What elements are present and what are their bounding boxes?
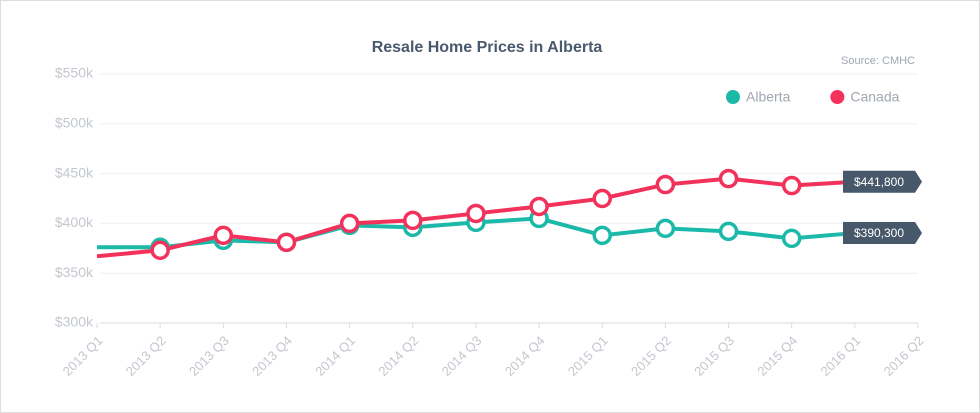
y-tick-label: $450k xyxy=(55,164,94,180)
point xyxy=(592,188,612,209)
point xyxy=(150,240,170,261)
value-label: $390,300 xyxy=(854,226,904,240)
point xyxy=(718,168,739,189)
source: Source: CMHC xyxy=(841,55,915,67)
point xyxy=(718,221,739,242)
chart-title: Resale Home Prices in Alberta xyxy=(372,39,603,56)
point xyxy=(592,225,612,246)
point xyxy=(403,210,423,231)
y-tick-label: $550k xyxy=(55,65,94,81)
legend-marker xyxy=(726,90,740,104)
value-label-box xyxy=(843,222,922,245)
y-tick-label: $500k xyxy=(55,115,94,131)
point xyxy=(781,228,802,249)
point xyxy=(466,203,486,224)
value-label: $441,800 xyxy=(854,175,904,189)
y-tick-label: $400k xyxy=(55,214,94,230)
legend-label: Canada xyxy=(850,89,899,105)
point xyxy=(213,225,234,246)
point xyxy=(529,196,549,217)
point xyxy=(655,174,676,195)
point xyxy=(781,175,802,196)
value-label-box xyxy=(843,170,922,193)
y-tick-label: $300k xyxy=(55,314,94,330)
point xyxy=(655,218,676,239)
point xyxy=(339,213,360,234)
legend-marker xyxy=(830,90,845,104)
point xyxy=(276,232,297,253)
legend-label: Alberta xyxy=(746,89,791,105)
y-tick-label: $350k xyxy=(55,264,94,280)
